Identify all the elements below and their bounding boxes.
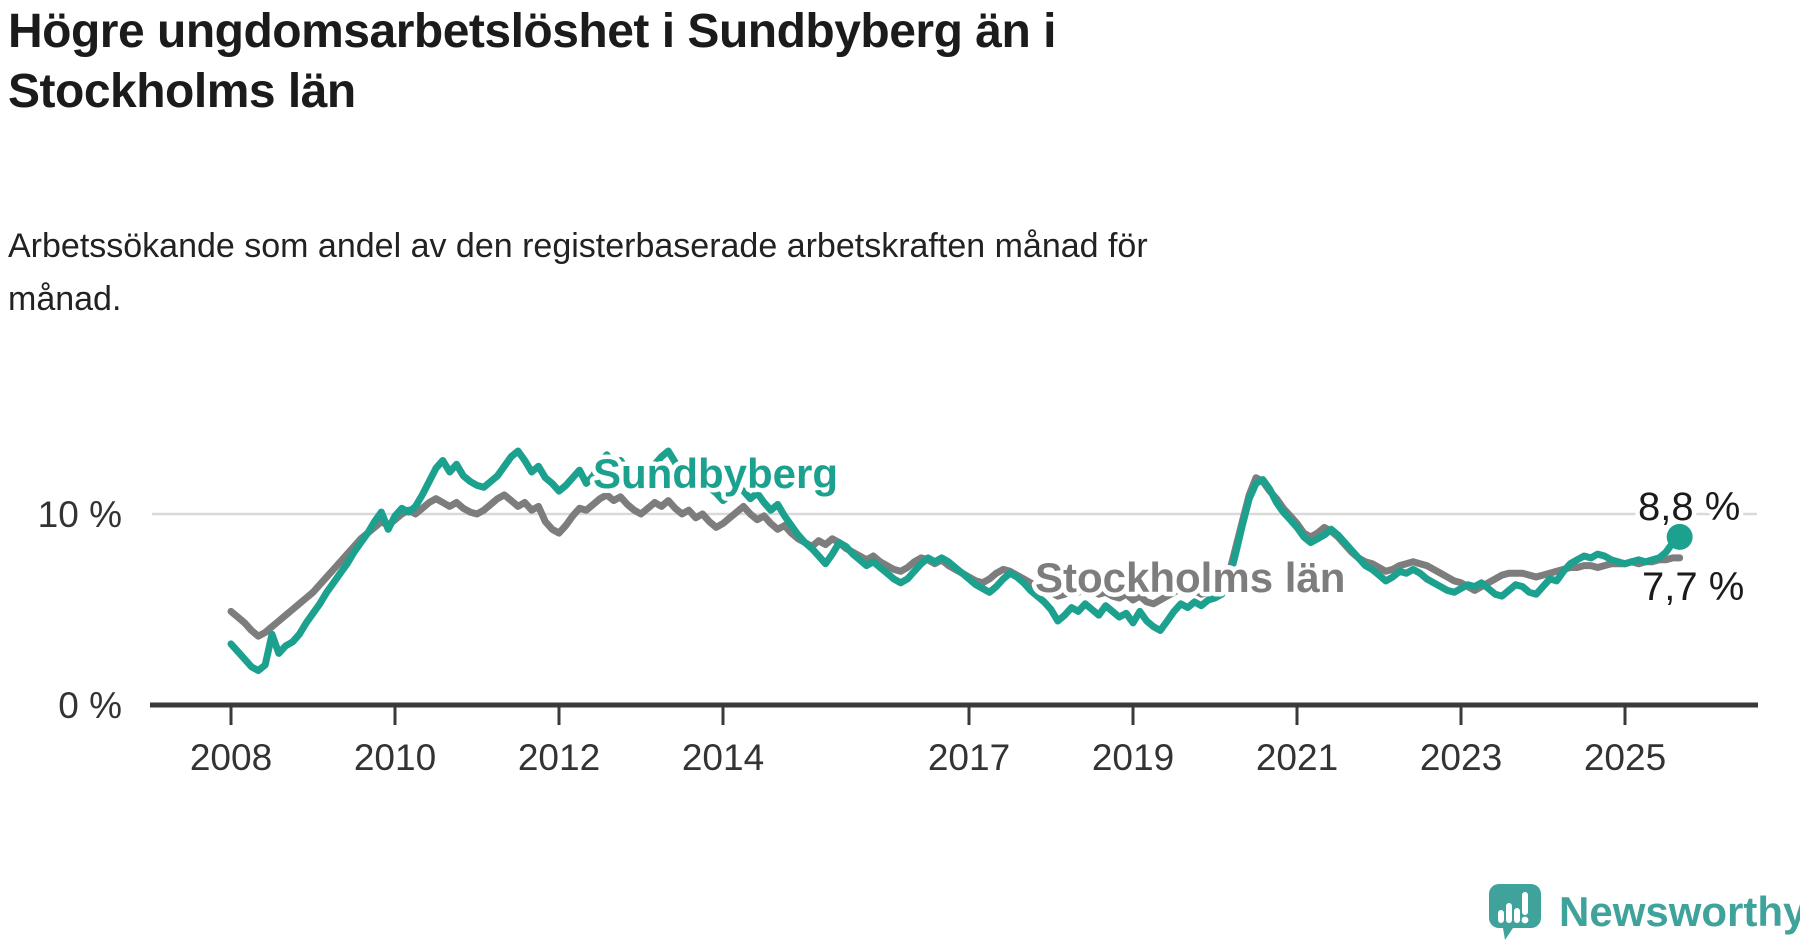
chart-title: Högre ungdomsarbetslöshet i Sundbyberg ä… (8, 2, 1428, 122)
x-axis-tick-label: 2019 (1092, 737, 1174, 778)
end-value-label-sundbyberg: 8,8 % (1638, 485, 1740, 529)
end-value-label-stockholms-l-n: 7,7 % (1642, 565, 1744, 609)
x-axis-tick-label: 2008 (190, 737, 272, 778)
chart-title-line2: Stockholms län (8, 65, 356, 118)
x-axis-tick-label: 2010 (354, 737, 436, 778)
series-line-sundbyberg (227, 447, 1684, 675)
logo-bar-1 (1498, 910, 1504, 923)
series-line-stockholms-l-n (227, 474, 1684, 640)
chart-subtitle-line2: månad. (8, 280, 122, 318)
end-dot-sundbyberg (1666, 523, 1693, 550)
y-axis-label: 10 % (38, 494, 122, 535)
chart-subtitle-line1: Arbetssökande som andel av den registerb… (8, 227, 1148, 265)
newsworthy-logo-text: Newsworthy (1559, 888, 1800, 935)
series-label-stockholms-l-n: Stockholms län (1035, 554, 1345, 601)
logo-bar-2 (1506, 903, 1512, 923)
newsworthy-logo-icon (1489, 884, 1541, 940)
x-axis-tick-label: 2023 (1420, 737, 1502, 778)
series-label-sundbyberg: Sundbyberg (593, 450, 838, 497)
chart-subtitle: Arbetssökande som andel av den registerb… (8, 220, 1478, 326)
logo-bar-3 (1514, 908, 1520, 923)
x-axis-tick-label: 2025 (1584, 737, 1666, 778)
x-axis-tick-label: 2021 (1256, 737, 1338, 778)
chart-title-line1: Högre ungdomsarbetslöshet i Sundbyberg ä… (8, 5, 1056, 58)
logo-exclamation-dot (1521, 916, 1529, 924)
newsworthy-logo: Newsworthy (1489, 884, 1800, 944)
logo-exclamation-bar (1522, 892, 1528, 915)
x-axis-tick-label: 2014 (682, 737, 764, 778)
x-axis-tick-label: 2017 (928, 737, 1010, 778)
x-axis-tick-label: 2012 (518, 737, 600, 778)
y-axis-label: 0 % (58, 685, 122, 726)
